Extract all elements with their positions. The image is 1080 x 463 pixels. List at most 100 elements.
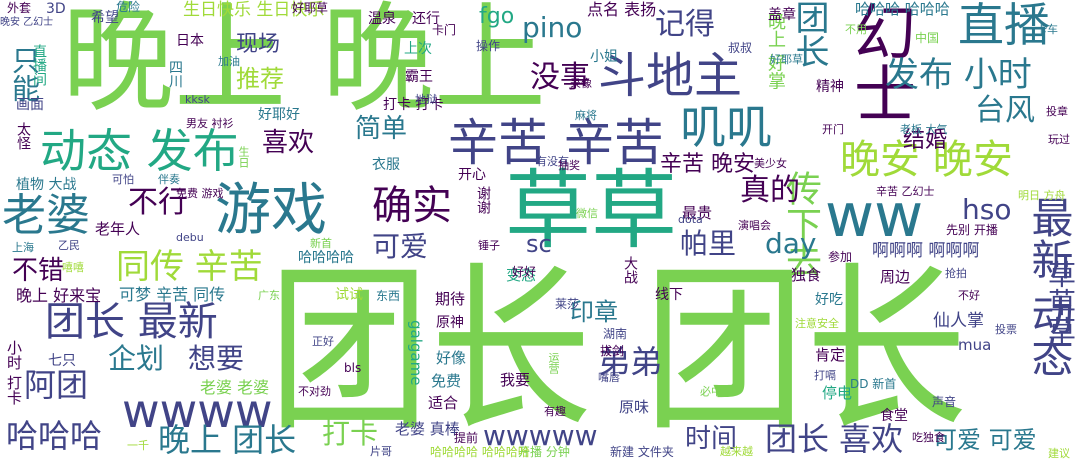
- word: 上次: [404, 41, 432, 57]
- word: debu: [176, 231, 204, 244]
- word: 男友 衬衫: [186, 117, 234, 130]
- word: 停电: [822, 384, 853, 402]
- word: 抢拍: [945, 267, 967, 280]
- word: 不错: [12, 256, 65, 286]
- word: 企划: [108, 342, 165, 375]
- word: 3D: [46, 1, 66, 17]
- word: 一千: [127, 439, 149, 452]
- word: 阿团: [24, 366, 89, 404]
- word: 动态 发布: [40, 124, 239, 178]
- word: 开心: [458, 167, 486, 183]
- word: 日本: [176, 33, 204, 49]
- word: 打卡: [322, 417, 379, 450]
- word: 加油: [218, 55, 240, 68]
- word: 拔剑: [600, 344, 625, 358]
- word: 帕里: [680, 227, 737, 260]
- word: 老婆 真棒: [395, 420, 460, 438]
- word: 新建 文件夹: [610, 445, 674, 459]
- word: 可怕: [112, 173, 134, 186]
- word: 独食: [791, 266, 822, 284]
- word: 团长 最新: [45, 299, 218, 345]
- word: 投票: [995, 323, 1017, 336]
- word: 可爱: [372, 230, 429, 263]
- word: 好好: [512, 265, 537, 279]
- word: 七只: [48, 353, 76, 369]
- word: 不好: [958, 289, 980, 302]
- word: 不对劲: [298, 385, 331, 398]
- word: 乙民: [58, 239, 80, 252]
- word: 有趣: [544, 405, 566, 418]
- word: 免费 游戏: [176, 187, 224, 200]
- word: 确实: [372, 183, 452, 229]
- word: 叔叔: [728, 41, 753, 55]
- word: 湖南: [603, 327, 628, 341]
- word: 不行: [128, 185, 188, 220]
- word: 变态: [506, 266, 537, 284]
- word: 幻士: [843, 0, 916, 124]
- word: 我要: [500, 371, 531, 389]
- word: 好耶草: [770, 53, 803, 66]
- word: 哈哈哈哈 哈哈哈哈: [430, 445, 530, 459]
- word: 好吃: [815, 292, 843, 308]
- word: 晚安 乙幻士: [0, 17, 54, 28]
- word: 辛苦 乙幻士: [876, 185, 935, 198]
- word: 试试: [335, 287, 363, 303]
- word: 还行: [412, 11, 440, 27]
- word: 线下: [655, 287, 683, 303]
- word: 时间: [685, 424, 738, 454]
- word: 不用: [845, 23, 867, 36]
- word: bls: [344, 361, 362, 375]
- word: 霸王: [405, 69, 433, 85]
- word: 晚上 好掌: [765, 12, 786, 90]
- word: 老婆 老婆: [200, 378, 270, 397]
- word: day: [765, 227, 817, 260]
- word: sc: [526, 230, 552, 258]
- word: 微信: [576, 207, 598, 220]
- word: 吃独食: [912, 431, 945, 444]
- word: 同传 辛苦: [116, 247, 263, 287]
- word: 台风: [975, 93, 1035, 128]
- word: 精神: [816, 79, 844, 95]
- word: 喜欢: [262, 128, 315, 158]
- word: 传下去: [780, 170, 821, 278]
- word: 四川: [167, 60, 183, 88]
- word: 玩过: [1048, 133, 1070, 146]
- word: 食堂: [880, 408, 908, 424]
- word: 哈哈哈: [6, 417, 103, 455]
- word: galgame: [407, 320, 425, 386]
- word: 太怪: [15, 122, 31, 150]
- word: 叽叽: [680, 100, 772, 154]
- word: 弟弟: [598, 343, 663, 381]
- word: 斗地主: [598, 48, 743, 104]
- word: 哈哈哈 哈哈哈: [855, 0, 950, 18]
- word: 参加: [828, 250, 853, 264]
- word: dota: [678, 213, 703, 226]
- word: 小姐: [590, 49, 618, 65]
- word: 原神: [436, 315, 464, 331]
- word: 运营: [547, 352, 560, 374]
- word: 演唱会: [738, 219, 771, 232]
- word: 推荐: [236, 65, 284, 93]
- word: 危险: [116, 0, 141, 14]
- word: 地狱: [415, 93, 437, 106]
- word: 外套: [7, 1, 32, 15]
- word: 老婆: [2, 190, 90, 241]
- word: 现场: [236, 32, 281, 57]
- word: 伴奏: [158, 173, 180, 186]
- word: 免费: [431, 372, 462, 390]
- word: 老年人: [95, 220, 141, 238]
- word: 期待: [435, 290, 466, 308]
- word: 记得: [655, 7, 715, 42]
- word: mua: [958, 336, 992, 354]
- word: 建议: [1048, 447, 1070, 460]
- word: DD 新首: [850, 377, 897, 391]
- word: 好耶好: [258, 107, 300, 123]
- word: 谢谢: [475, 186, 491, 214]
- word: 原味: [619, 398, 650, 416]
- word: 注意安全: [795, 317, 839, 330]
- word: 东西: [376, 289, 401, 303]
- word: 草草草: [1044, 260, 1077, 344]
- word: 卡门: [432, 23, 457, 37]
- word: 嘴唇: [598, 371, 620, 384]
- word: 发布 小时: [885, 55, 1032, 95]
